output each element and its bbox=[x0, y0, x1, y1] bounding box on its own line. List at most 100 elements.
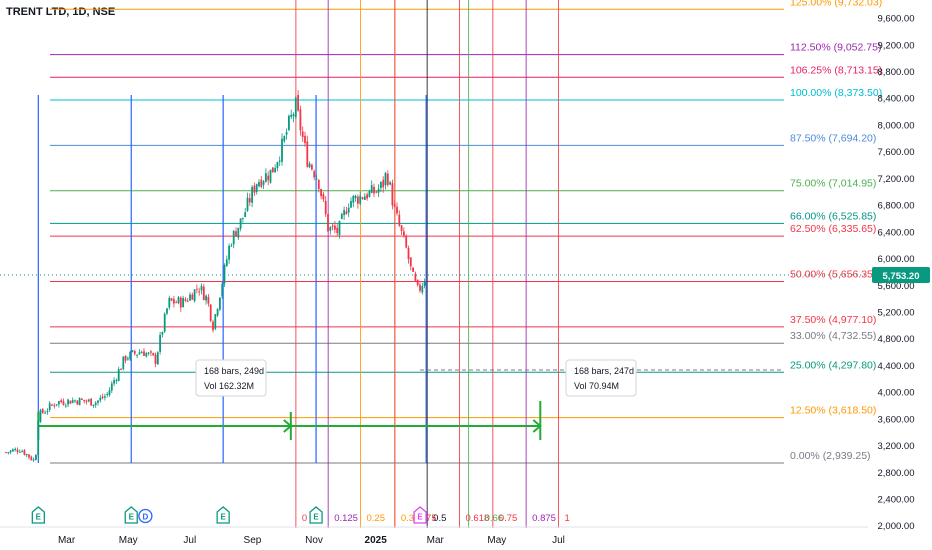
candle-body bbox=[258, 182, 260, 187]
candle-body bbox=[143, 351, 145, 356]
fib-level-label: 66.00% (6,525.85) bbox=[790, 210, 876, 222]
candle-body bbox=[414, 273, 417, 281]
candle-body bbox=[7, 452, 10, 454]
candle-body bbox=[350, 201, 352, 208]
price-tick-label: 8,000.00 bbox=[878, 120, 915, 131]
candle-body bbox=[108, 390, 111, 396]
candle-body bbox=[81, 398, 83, 400]
candle-body bbox=[131, 350, 134, 352]
candle-body bbox=[329, 227, 332, 231]
candle-body bbox=[359, 195, 362, 204]
measure-bars-label: 168 bars, 249d bbox=[204, 366, 264, 376]
candle-body bbox=[163, 313, 166, 332]
candle-body bbox=[391, 183, 394, 206]
candle-body bbox=[311, 164, 313, 170]
candle-body bbox=[186, 300, 189, 302]
price-tick-label: 6,000.00 bbox=[878, 254, 915, 265]
candle-body bbox=[297, 95, 299, 111]
candle-body bbox=[12, 449, 14, 452]
candle-body bbox=[377, 188, 380, 193]
earnings-marker-icon bbox=[216, 506, 230, 524]
candle-body bbox=[403, 231, 405, 236]
candle-body bbox=[106, 393, 109, 395]
candle-body bbox=[239, 218, 242, 229]
candle-body bbox=[189, 294, 191, 301]
candle-body bbox=[276, 162, 279, 169]
candle-body bbox=[327, 214, 329, 232]
measure-volume-label: Vol 70.94M bbox=[574, 381, 619, 391]
price-tick-label: 4,800.00 bbox=[878, 334, 915, 345]
candle-body bbox=[407, 247, 410, 260]
candle-body bbox=[260, 179, 263, 187]
candle-body bbox=[214, 314, 217, 329]
price-tick-label: 6,800.00 bbox=[878, 201, 915, 212]
candle-body bbox=[281, 138, 283, 162]
dividend-marker-icon bbox=[138, 508, 153, 524]
candle-body bbox=[306, 141, 309, 167]
candle-body bbox=[244, 212, 247, 217]
candle-body bbox=[184, 299, 187, 301]
earnings-marker-icon bbox=[124, 506, 138, 524]
candle-body bbox=[71, 400, 74, 403]
candle-body bbox=[76, 400, 79, 405]
candle-body bbox=[58, 401, 60, 405]
candle-body bbox=[223, 264, 226, 284]
candle-body bbox=[416, 279, 419, 286]
candle-body bbox=[278, 160, 281, 162]
candle-body bbox=[87, 399, 90, 402]
candle-body bbox=[30, 456, 33, 461]
candle-body bbox=[90, 398, 92, 406]
candle-body bbox=[336, 227, 339, 234]
time-tick-label: May bbox=[487, 535, 506, 546]
candle-body bbox=[117, 369, 120, 381]
candle-body bbox=[173, 299, 175, 304]
candle-body bbox=[67, 399, 69, 405]
candle-body bbox=[147, 352, 150, 354]
candle-body bbox=[64, 405, 67, 407]
event-marker-letter: E bbox=[417, 513, 423, 522]
candle-body bbox=[37, 421, 40, 456]
candle-body bbox=[299, 109, 302, 131]
candle-body bbox=[16, 449, 19, 452]
candle-body bbox=[150, 351, 152, 353]
candle-body bbox=[69, 400, 72, 404]
candle-body bbox=[370, 185, 373, 193]
candle-body bbox=[267, 175, 270, 181]
candle-body bbox=[382, 179, 385, 188]
price-tick-label: 3,600.00 bbox=[878, 414, 915, 425]
fib-level-label: 125.00% (9,732.03) bbox=[790, 0, 882, 8]
measure-volume-label: Vol 162.32M bbox=[204, 381, 254, 391]
fib-level-label: 106.25% (8,713.15) bbox=[790, 64, 882, 76]
candle-body bbox=[313, 171, 316, 178]
candle-body bbox=[320, 189, 322, 197]
time-cycle-label: 0.25 bbox=[367, 513, 386, 524]
candle-body bbox=[237, 227, 240, 238]
candle-body bbox=[301, 131, 304, 138]
time-cycle-label: 0.75 bbox=[499, 513, 518, 524]
time-tick-label: Jul bbox=[183, 535, 196, 546]
candle-body bbox=[398, 214, 401, 226]
candle-body bbox=[345, 211, 348, 215]
candle-body bbox=[354, 195, 357, 199]
candle-body bbox=[373, 186, 375, 194]
candle-body bbox=[191, 294, 194, 300]
candle-body bbox=[380, 181, 382, 188]
candle-body bbox=[166, 308, 168, 314]
candle-body bbox=[343, 210, 345, 216]
fib-level-label: 87.50% (7,694.20) bbox=[790, 132, 876, 144]
time-cycle-label: 0 bbox=[302, 513, 307, 524]
price-tick-label: 5,600.00 bbox=[878, 281, 915, 292]
time-cycle-label: 0.382 bbox=[401, 513, 425, 524]
price-tick-label: 2,000.00 bbox=[878, 521, 915, 532]
time-tick-label: Jul bbox=[552, 535, 565, 546]
candle-body bbox=[324, 200, 327, 215]
candle-body bbox=[83, 399, 86, 402]
candle-body bbox=[271, 167, 274, 173]
candle-body bbox=[170, 298, 173, 301]
candle-body bbox=[331, 225, 334, 227]
candle-body bbox=[25, 454, 28, 456]
fib-level-label: 100.00% (8,373.50) bbox=[790, 87, 882, 99]
candle-body bbox=[366, 194, 368, 199]
fib-level-label: 62.50% (6,335.65) bbox=[790, 223, 876, 235]
